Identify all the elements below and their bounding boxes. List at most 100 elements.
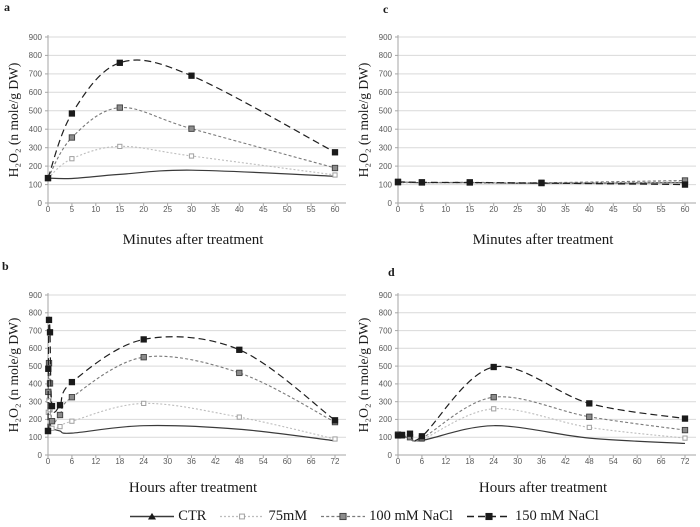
svg-text:20: 20: [489, 205, 498, 214]
svg-text:72: 72: [331, 457, 340, 466]
svg-text:5: 5: [70, 205, 75, 214]
svg-text:30: 30: [163, 457, 172, 466]
legend-label-75mm: 75mM: [268, 507, 308, 524]
svg-text:0: 0: [396, 457, 401, 466]
svg-text:55: 55: [307, 205, 316, 214]
svg-text:15: 15: [115, 205, 124, 214]
panel-label-b: b: [2, 259, 9, 273]
legend-item-150mm-nacl: 150 mM NaCl: [466, 508, 599, 525]
panel-b: 0 100 200 300 400 500 600 700 800 900 0 6 12 18 24 30 36…: [0, 258, 350, 505]
svg-text:45: 45: [259, 205, 268, 214]
x-axis-title-b: Hours after treatment: [128, 480, 258, 496]
svg-text:48: 48: [235, 457, 244, 466]
svg-text:60: 60: [331, 205, 340, 214]
svg-text:900: 900: [29, 291, 43, 300]
svg-text:200: 200: [379, 162, 393, 171]
svg-text:700: 700: [379, 70, 393, 79]
line-chart-b: 0 100 200 300 400 500 600 700 800 900 0 6 12 18 24 30 36…: [29, 291, 346, 466]
svg-text:200: 200: [29, 415, 43, 424]
svg-text:500: 500: [29, 362, 43, 371]
svg-text:50: 50: [283, 205, 292, 214]
legend-label-ctr: CTR: [178, 507, 207, 524]
svg-text:36: 36: [187, 457, 196, 466]
svg-text:800: 800: [379, 51, 393, 60]
line-chart-d: 0 100 200 300 400 500 600 700 800 900 0 6 12 18 24 30 36…: [379, 291, 696, 466]
panel-c: 0 100 200 300 400 500 600 700 800 900 0 5 10 15 20 25 30…: [350, 0, 700, 258]
svg-text:800: 800: [29, 51, 43, 60]
svg-text:300: 300: [29, 144, 43, 153]
svg-text:30: 30: [537, 205, 546, 214]
svg-text:30: 30: [187, 205, 196, 214]
svg-text:800: 800: [29, 309, 43, 318]
svg-text:30: 30: [513, 457, 522, 466]
svg-text:36: 36: [537, 457, 546, 466]
svg-text:6: 6: [70, 457, 75, 466]
svg-text:600: 600: [379, 88, 393, 97]
panel-label-c: c: [383, 2, 389, 16]
svg-text:600: 600: [29, 344, 43, 353]
svg-text:72: 72: [681, 457, 690, 466]
svg-text:0: 0: [38, 199, 43, 208]
line-chart-a: 0 100 200 300 400 500 600 700 800 900 0 5 10 15 20 25 30…: [29, 33, 346, 214]
legend-label-100mm-nacl: 100 mM NaCl: [369, 507, 453, 524]
svg-text:500: 500: [29, 107, 43, 116]
svg-text:400: 400: [29, 380, 43, 389]
svg-text:66: 66: [307, 457, 316, 466]
svg-text:300: 300: [29, 398, 43, 407]
svg-text:60: 60: [681, 205, 690, 214]
svg-text:60: 60: [283, 457, 292, 466]
svg-text:100: 100: [379, 433, 393, 442]
svg-text:10: 10: [91, 205, 100, 214]
svg-text:900: 900: [379, 291, 393, 300]
panel-a: 0 100 200 300 400 500 600 700 800 900 0 5 10 15 20 25 30…: [0, 0, 350, 258]
y-axis-title-c: H₂O₂ (n mole/g DW): [356, 62, 371, 178]
svg-text:18: 18: [115, 457, 124, 466]
svg-text:50: 50: [633, 205, 642, 214]
x-axis-title-c: Minutes after treatment: [472, 232, 614, 248]
black-square-dashed-line-icon: [466, 512, 511, 520]
svg-text:200: 200: [29, 162, 43, 171]
legend-item-75mm: 75mM: [219, 508, 307, 525]
svg-text:0: 0: [46, 457, 51, 466]
svg-text:100: 100: [29, 180, 43, 189]
svg-text:0: 0: [388, 451, 393, 460]
y-axis-title-d: H₂O₂ (n mole/g DW): [356, 317, 371, 433]
y-axis-title-b: H₂O₂ (n mole/g DW): [6, 317, 21, 433]
svg-text:0: 0: [38, 451, 43, 460]
y-axis-title-a: H₂O₂ (n mole/g DW): [6, 62, 21, 178]
svg-text:10: 10: [441, 205, 450, 214]
svg-text:24: 24: [139, 457, 148, 466]
panel-label-d: d: [388, 265, 395, 279]
legend-item-100mm-nacl: 100 mM NaCl: [320, 508, 453, 525]
svg-text:0: 0: [46, 205, 51, 214]
svg-text:700: 700: [379, 326, 393, 335]
svg-text:500: 500: [379, 107, 393, 116]
svg-text:100: 100: [29, 433, 43, 442]
svg-text:55: 55: [657, 205, 666, 214]
svg-text:24: 24: [489, 457, 498, 466]
svg-text:800: 800: [379, 309, 393, 318]
svg-text:66: 66: [657, 457, 666, 466]
panel-d: 0 100 200 300 400 500 600 700 800 900 0 6 12 18 24 30 36…: [350, 258, 700, 505]
svg-text:42: 42: [561, 457, 570, 466]
svg-text:700: 700: [29, 326, 43, 335]
gray-square-dashed-line-icon: [321, 512, 366, 520]
x-axis-title-a: Minutes after treatment: [122, 232, 264, 248]
svg-text:900: 900: [379, 33, 393, 42]
svg-text:0: 0: [388, 199, 393, 208]
svg-text:54: 54: [609, 457, 618, 466]
svg-text:400: 400: [379, 125, 393, 134]
ctr-line-marker-icon: [130, 512, 175, 519]
legend: CTR 75mM 100 mM NaCl 150 mM NaCl: [0, 505, 700, 527]
svg-text:35: 35: [211, 205, 220, 214]
svg-text:40: 40: [235, 205, 244, 214]
svg-text:300: 300: [379, 144, 393, 153]
svg-text:40: 40: [585, 205, 594, 214]
svg-text:500: 500: [379, 362, 393, 371]
svg-text:12: 12: [91, 457, 100, 466]
svg-text:6: 6: [420, 457, 425, 466]
svg-text:600: 600: [29, 88, 43, 97]
legend-item-ctr: CTR: [129, 508, 206, 525]
svg-text:700: 700: [29, 70, 43, 79]
